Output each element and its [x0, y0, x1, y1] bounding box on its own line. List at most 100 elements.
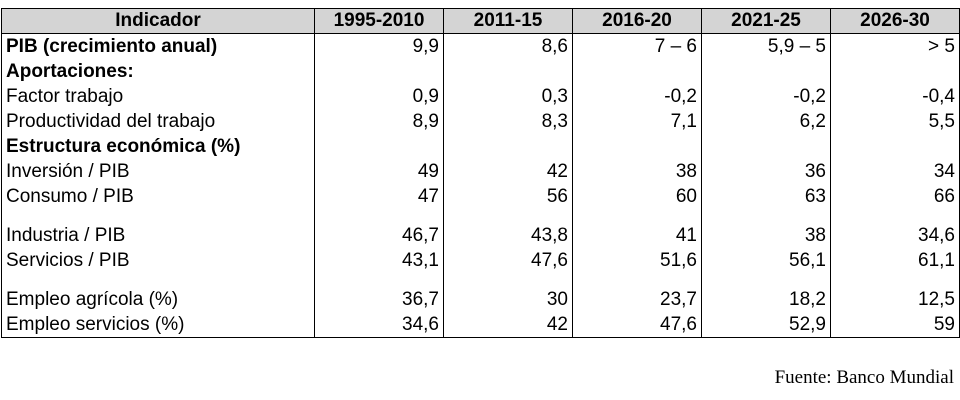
spacer-cell: [443, 209, 573, 223]
row-label: Productividad del trabajo: [1, 109, 315, 134]
column-header-1995-2010: 1995-2010: [314, 8, 444, 34]
column-header-2026-30: 2026-30: [830, 8, 960, 34]
cell-value: [572, 134, 702, 159]
cell-value: 23,7: [572, 287, 702, 312]
spacer-cell: [1, 273, 315, 287]
table-row: Aportaciones:: [1, 59, 960, 84]
cell-value: 47: [314, 184, 444, 209]
cell-value: 0,9: [314, 84, 444, 109]
row-label: PIB (crecimiento anual): [1, 33, 315, 59]
cell-value: 46,7: [314, 223, 444, 248]
cell-value: 8,6: [443, 33, 573, 59]
cell-value: 41: [572, 223, 702, 248]
cell-value: [701, 134, 831, 159]
table-body: PIB (crecimiento anual) 9,9 8,6 7 – 6 5,9 – …: [1, 33, 960, 338]
row-label: Factor trabajo: [1, 84, 315, 109]
spacer-cell: [830, 209, 960, 223]
cell-value: [443, 134, 573, 159]
cell-value: 12,5: [830, 287, 960, 312]
spacer-cell: [701, 209, 831, 223]
cell-value: 18,2: [701, 287, 831, 312]
cell-value: 42: [443, 312, 573, 338]
spacer-cell: [314, 273, 444, 287]
cell-value: [830, 134, 960, 159]
table-row: Factor trabajo 0,9 0,3 -0,2 -0,2 -0,4: [1, 84, 960, 109]
cell-value: 6,2: [701, 109, 831, 134]
cell-value: [830, 59, 960, 84]
row-label: Industria / PIB: [1, 223, 315, 248]
table-row: Industria / PIB 46,7 43,8 41 38 34,6: [1, 223, 960, 248]
cell-value: 5,5: [830, 109, 960, 134]
table-row: Productividad del trabajo 8,9 8,3 7,1 6,2 5,5: [1, 109, 960, 134]
cell-value: -0,2: [701, 84, 831, 109]
cell-value: 43,1: [314, 248, 444, 273]
table-row: Consumo / PIB 47 56 60 63 66: [1, 184, 960, 209]
cell-value: 9,9: [314, 33, 444, 59]
cell-value: 59: [830, 312, 960, 338]
spacer-cell: [1, 209, 315, 223]
cell-value: 34,6: [314, 312, 444, 338]
column-header-2016-20: 2016-20: [572, 8, 702, 34]
data-table-container: Indicador 1995-2010 2011-15 2016-20 2021…: [0, 8, 960, 338]
spacer-cell: [443, 273, 573, 287]
cell-value: [572, 59, 702, 84]
cell-value: > 5: [830, 33, 960, 59]
row-label: Inversión / PIB: [1, 159, 315, 184]
cell-value: [443, 59, 573, 84]
row-label: Estructura económica (%): [1, 134, 315, 159]
cell-value: [314, 134, 444, 159]
row-label: Consumo / PIB: [1, 184, 315, 209]
cell-value: 38: [701, 223, 831, 248]
cell-value: 63: [701, 184, 831, 209]
cell-value: 30: [443, 287, 573, 312]
cell-value: 34,6: [830, 223, 960, 248]
row-label: Empleo servicios (%): [1, 312, 315, 338]
cell-value: 47,6: [572, 312, 702, 338]
cell-value: [314, 59, 444, 84]
indicators-table: Indicador 1995-2010 2011-15 2016-20 2021…: [1, 8, 960, 338]
cell-value: 43,8: [443, 223, 573, 248]
table-row: Empleo servicios (%) 34,6 42 47,6 52,9 59: [1, 312, 960, 338]
cell-value: -0,4: [830, 84, 960, 109]
table-row: Servicios / PIB 43,1 47,6 51,6 56,1 61,1: [1, 248, 960, 273]
table-header-row: Indicador 1995-2010 2011-15 2016-20 2021…: [1, 8, 960, 34]
cell-value: -0,2: [572, 84, 702, 109]
column-header-indicator: Indicador: [1, 8, 315, 34]
cell-value: 7,1: [572, 109, 702, 134]
cell-value: 5,9 – 5: [701, 33, 831, 59]
spacer-row: [1, 273, 960, 287]
cell-value: 38: [572, 159, 702, 184]
spacer-row: [1, 209, 960, 223]
cell-value: 36: [701, 159, 831, 184]
cell-value: 0,3: [443, 84, 573, 109]
table-row: Estructura económica (%): [1, 134, 960, 159]
column-header-2021-25: 2021-25: [701, 8, 831, 34]
row-label: Aportaciones:: [1, 59, 315, 84]
cell-value: 7 – 6: [572, 33, 702, 59]
cell-value: 36,7: [314, 287, 444, 312]
table-row: Inversión / PIB 49 42 38 36 34: [1, 159, 960, 184]
cell-value: 34: [830, 159, 960, 184]
cell-value: [701, 59, 831, 84]
cell-value: 42: [443, 159, 573, 184]
source-note: Fuente: Banco Mundial: [774, 367, 954, 388]
spacer-cell: [830, 273, 960, 287]
table-row: Empleo agrícola (%) 36,7 30 23,7 18,2 12,5: [1, 287, 960, 312]
table-row: PIB (crecimiento anual) 9,9 8,6 7 – 6 5,9 – …: [1, 33, 960, 59]
spacer-cell: [572, 209, 702, 223]
cell-value: 47,6: [443, 248, 573, 273]
cell-value: 66: [830, 184, 960, 209]
cell-value: 56,1: [701, 248, 831, 273]
cell-value: 61,1: [830, 248, 960, 273]
spacer-cell: [572, 273, 702, 287]
cell-value: 51,6: [572, 248, 702, 273]
cell-value: 8,9: [314, 109, 444, 134]
cell-value: 60: [572, 184, 702, 209]
spacer-cell: [701, 273, 831, 287]
cell-value: 52,9: [701, 312, 831, 338]
spacer-cell: [314, 209, 444, 223]
cell-value: 49: [314, 159, 444, 184]
cell-value: 56: [443, 184, 573, 209]
column-header-2011-15: 2011-15: [443, 8, 573, 34]
row-label: Servicios / PIB: [1, 248, 315, 273]
